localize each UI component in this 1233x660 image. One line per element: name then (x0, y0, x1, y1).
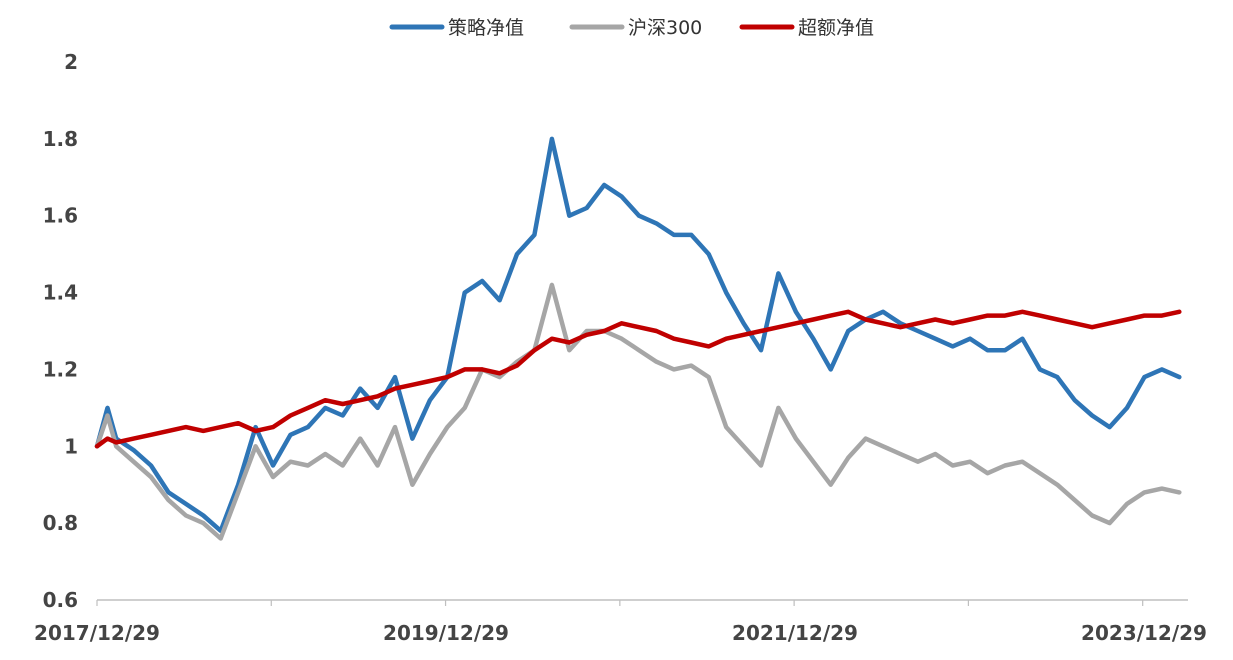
series-group (94, 136, 1182, 541)
y-tick-label: 1.8 (43, 127, 78, 151)
y-axis: 2 1.8 1.6 1.4 1.2 1 0.8 0.6 (43, 50, 78, 612)
legend-label: 沪深300 (628, 17, 702, 39)
legend-label: 超额净值 (798, 17, 874, 39)
x-tick-label: 2023/12/29 (1081, 621, 1207, 645)
x-tick-label: 2019/12/29 (383, 621, 509, 645)
x-axis: 2017/12/29 2019/12/29 2021/12/29 2023/12/29 (34, 599, 1207, 645)
legend-label: 策略净值 (448, 17, 524, 39)
series-line-1 (94, 282, 1182, 541)
y-tick-label: 1.6 (43, 204, 78, 228)
legend: 策略净值 沪深300 超额净值 (389, 17, 874, 39)
y-tick-label: 1 (64, 434, 78, 458)
x-tick-label: 2017/12/29 (34, 621, 160, 645)
y-tick-label: 1.4 (43, 281, 78, 305)
x-tick-label: 2021/12/29 (732, 621, 858, 645)
y-tick-label: 0.8 (43, 511, 78, 535)
y-tick-label: 1.2 (43, 357, 78, 381)
y-tick-label: 0.6 (43, 588, 78, 612)
series-line-0 (94, 136, 1182, 534)
series-line-2 (94, 309, 1182, 449)
y-tick-label: 2 (64, 50, 78, 74)
